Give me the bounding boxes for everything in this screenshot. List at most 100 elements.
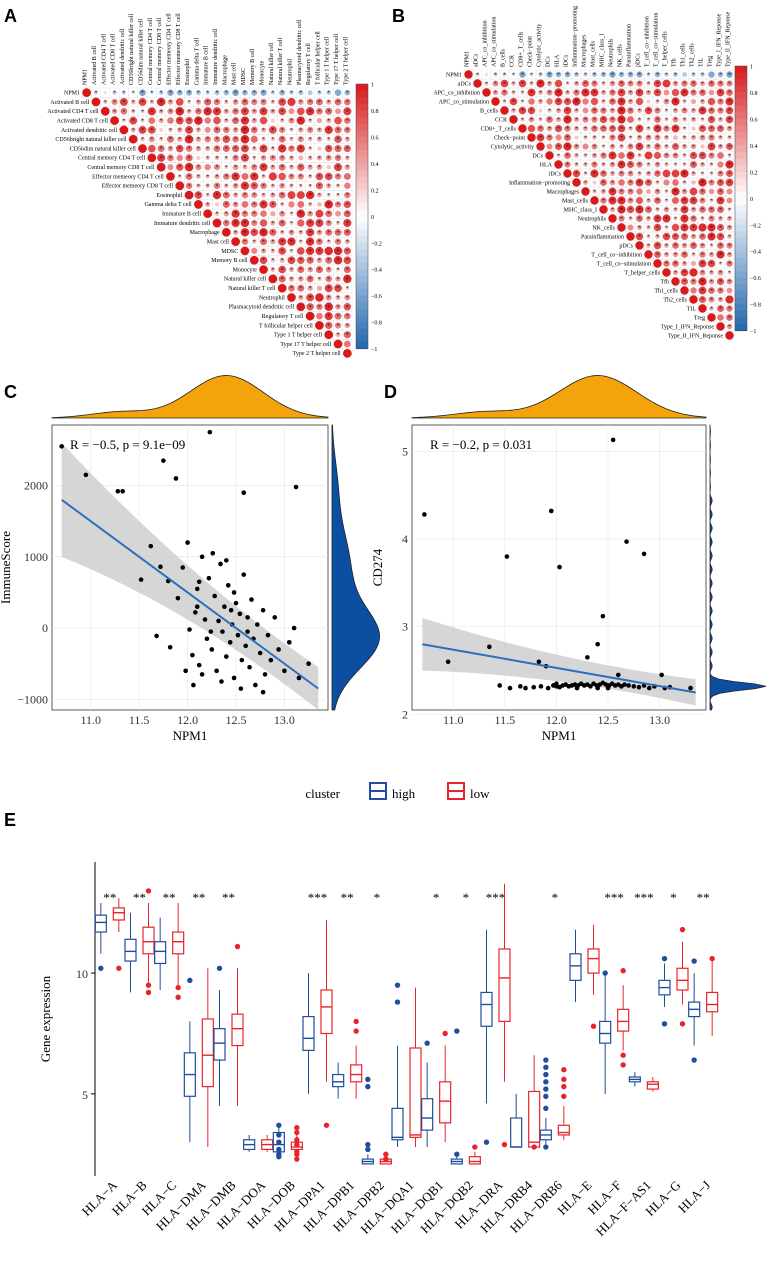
corr-circle — [609, 170, 616, 177]
corr-star: * — [234, 165, 237, 171]
corr-circle — [326, 137, 331, 142]
corr-circle — [185, 89, 193, 96]
corr-circle — [213, 116, 221, 125]
corr-star: * — [656, 82, 659, 88]
corr-circle — [690, 233, 697, 240]
corr-circle — [635, 241, 644, 250]
corr-star: * — [557, 109, 560, 115]
corr-circle — [725, 160, 734, 169]
corr-circle — [335, 294, 341, 301]
corr-circle — [717, 188, 724, 195]
corr-star: * — [216, 137, 219, 143]
corr-circle — [663, 260, 670, 267]
corr-star: * — [281, 258, 284, 264]
corr-star: * — [548, 91, 551, 97]
legend-swatch — [356, 328, 368, 336]
corr-circle — [617, 88, 626, 97]
legend-swatch — [735, 284, 747, 292]
x-tick-label: 11.0 — [80, 713, 101, 727]
corr-star: * — [299, 286, 302, 292]
corr-star: * — [665, 262, 668, 268]
data-point — [214, 668, 219, 674]
corr-circle — [627, 107, 634, 114]
y-marginal-density — [709, 424, 767, 711]
corr-star: * — [309, 221, 312, 227]
corr-circle — [325, 210, 333, 218]
corr-star: * — [309, 109, 312, 115]
corr-star: * — [122, 119, 125, 125]
corr-circle — [627, 170, 634, 177]
corr-star: * — [683, 271, 686, 277]
corr-star: * — [719, 73, 722, 79]
corr-star: * — [188, 174, 191, 180]
corr-star: * — [290, 184, 293, 190]
corr-circle — [601, 135, 606, 140]
corr-circle — [214, 211, 220, 216]
corr-circle — [555, 107, 562, 114]
corr-star: * — [728, 145, 731, 151]
corr-star: * — [290, 137, 293, 143]
corr-star: * — [309, 286, 312, 292]
corr-circle — [307, 174, 313, 179]
corr-circle — [334, 201, 342, 208]
corr-star: * — [309, 165, 312, 171]
legend-tick: 0 — [371, 215, 374, 221]
significance-mark: ** — [163, 890, 176, 905]
corr-star: * — [665, 73, 668, 79]
corr-circle — [671, 187, 680, 196]
corr-star: * — [290, 249, 293, 255]
corr-star: * — [337, 165, 340, 171]
corr-star: * — [701, 127, 704, 133]
corr-circle — [700, 216, 705, 221]
data-point — [253, 682, 258, 688]
corr-star: * — [281, 277, 284, 283]
corr-circle — [224, 155, 229, 160]
legend-tick: −0.6 — [750, 276, 761, 282]
box — [439, 1081, 452, 1124]
legend-swatch — [735, 185, 747, 193]
corr-star: * — [253, 240, 256, 246]
corr-star: * — [271, 258, 274, 264]
row-label: MDSC — [221, 249, 238, 255]
corr-circle — [324, 200, 333, 209]
corr-star: * — [710, 145, 713, 151]
corr-circle — [583, 72, 588, 77]
corr-star: * — [281, 221, 284, 227]
corr-star: * — [710, 307, 713, 313]
corr-star: * — [593, 172, 596, 178]
corr-circle — [500, 106, 509, 115]
corr-circle — [279, 154, 286, 161]
corr-circle — [315, 209, 324, 218]
row-label: Activated dendritic cell — [61, 128, 118, 134]
legend-tick: 0.4 — [750, 144, 758, 150]
corr-circle — [582, 107, 589, 114]
corr-star: * — [243, 240, 246, 246]
legend-swatch — [356, 110, 368, 118]
corr-circle — [518, 79, 527, 88]
corr-star: * — [178, 165, 181, 171]
significance-mark: * — [463, 890, 470, 905]
corr-star: * — [584, 154, 587, 160]
corr-circle — [502, 72, 507, 77]
col-label: Eosinophil — [185, 59, 191, 85]
corr-circle — [324, 312, 333, 321]
data-point — [224, 558, 229, 563]
corr-star: * — [566, 82, 569, 88]
corr-circle — [213, 164, 221, 171]
corr-circle — [287, 191, 296, 200]
corr-star: * — [620, 118, 623, 124]
corr-circle — [270, 238, 276, 245]
corr-star: * — [656, 235, 659, 241]
corr-star: * — [113, 91, 116, 97]
outlier-point — [353, 1018, 359, 1025]
corr-star: * — [178, 128, 181, 134]
box — [409, 1047, 422, 1138]
data-point — [626, 683, 631, 688]
corr-circle — [717, 296, 724, 303]
corr-circle — [214, 173, 220, 180]
corr-circle — [636, 224, 643, 231]
corr-circle — [204, 117, 211, 124]
corr-circle — [157, 145, 165, 152]
corr-circle — [662, 214, 671, 223]
corr-circle — [518, 124, 527, 133]
